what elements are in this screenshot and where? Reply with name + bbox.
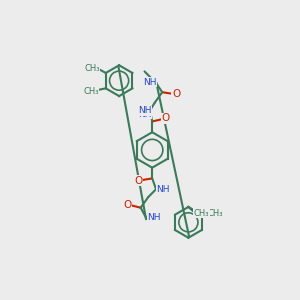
Text: NH: NH — [138, 106, 151, 115]
Text: O: O — [134, 176, 142, 186]
Text: NH: NH — [143, 78, 157, 87]
Text: O: O — [161, 113, 170, 123]
Text: CH₃: CH₃ — [194, 208, 209, 217]
Text: CH₃: CH₃ — [208, 208, 223, 217]
Text: NH: NH — [156, 185, 170, 194]
Text: NH: NH — [138, 110, 151, 119]
Text: NH: NH — [147, 213, 160, 222]
Text: O: O — [172, 89, 180, 99]
Text: CH₃: CH₃ — [83, 87, 99, 96]
Text: CH₃: CH₃ — [84, 64, 100, 73]
Text: O: O — [123, 200, 132, 210]
